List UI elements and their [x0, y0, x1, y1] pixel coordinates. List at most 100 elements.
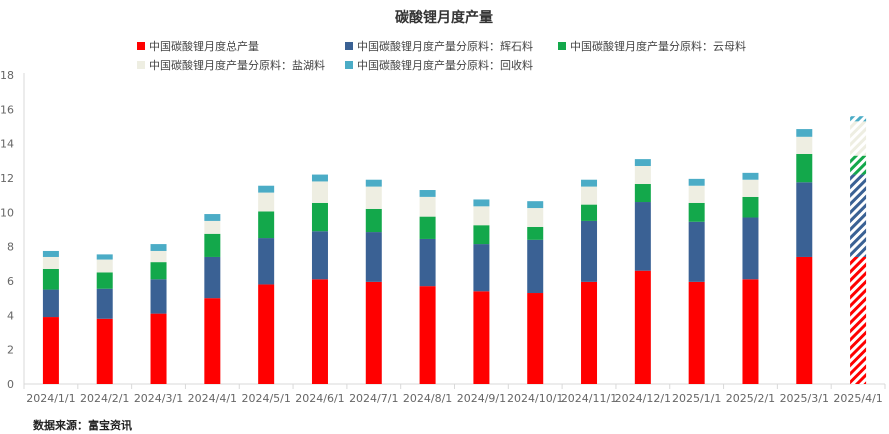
- bar-9-series-1: [527, 239, 544, 294]
- bar-1-series-4: [96, 254, 113, 260]
- bar-15-series-3: [850, 121, 867, 156]
- bar-11-series-3: [634, 165, 651, 185]
- legend-label-4: 中国碳酸锂月度产量分原料：回收料: [357, 58, 533, 72]
- y-tick-label-9: 18: [0, 69, 14, 82]
- x-tick-label-5: 2024/6/1: [295, 392, 344, 405]
- bar-3-series-4: [204, 214, 221, 221]
- legend-swatch-2: [558, 42, 566, 50]
- bar-5-series-4: [311, 174, 328, 182]
- x-tick-label-7: 2024/8/1: [403, 392, 452, 405]
- y-tick-label-2: 4: [7, 309, 14, 322]
- x-tick-label-9: 2024/10/1: [507, 392, 563, 405]
- bar-7-series-2: [419, 216, 436, 239]
- bar-3-series-3: [204, 220, 221, 234]
- bar-5-series-1: [311, 231, 328, 280]
- bar-4-series-2: [258, 211, 275, 239]
- bar-12-series-3: [688, 185, 705, 203]
- x-tick-label-4: 2024/5/1: [241, 392, 290, 405]
- x-axis: 2024/1/1 2024/2/1 2024/3/1 2024/4/1 2024/5/1…: [23, 384, 886, 405]
- chart-legend: 中国碳酸锂月度总产量 中国碳酸锂月度产量分原料：辉石料 中国碳酸锂月度产量分原料：云…: [137, 39, 746, 72]
- y-tick-label-0: 0: [7, 378, 14, 391]
- bar-8-series-2: [473, 225, 490, 245]
- bar-14-series-3: [796, 136, 813, 154]
- y-tick-label-3: 6: [7, 275, 14, 288]
- bar-4-series-4: [258, 185, 275, 193]
- bar-0-series-0: [42, 317, 59, 384]
- y-tick-label-7: 14: [0, 138, 14, 151]
- data-source: 数据来源：富宝资讯: [33, 418, 132, 432]
- bar-14-series-2: [796, 153, 813, 183]
- bar-7-series-1: [419, 238, 436, 287]
- bar-10-series-0: [581, 281, 598, 384]
- bar-1-series-1: [96, 288, 113, 319]
- bar-2-series-0: [150, 313, 167, 384]
- bar-4-series-3: [258, 192, 275, 212]
- bar-13-series-1: [742, 217, 759, 280]
- x-tick-label-6: 2024/7/1: [349, 392, 398, 405]
- bar-8-series-0: [473, 291, 490, 384]
- x-tick-label-10: 2024/11/1: [561, 392, 617, 405]
- bar-9-series-2: [527, 226, 544, 240]
- y-tick-label-8: 16: [0, 103, 14, 116]
- legend-swatch-4: [345, 61, 353, 69]
- x-tick-label-14: 2025/3/1: [780, 392, 829, 405]
- bar-10-series-4: [581, 179, 598, 187]
- legend-swatch-1: [345, 42, 353, 50]
- bar-2-series-4: [150, 244, 167, 251]
- bar-15-series-4: [850, 116, 867, 122]
- bar-15-series-1: [850, 174, 867, 257]
- bar-12-series-0: [688, 281, 705, 384]
- bar-1-series-0: [96, 318, 113, 384]
- x-tick-label-8: 2024/9/1: [457, 392, 506, 405]
- bar-12-series-4: [688, 178, 705, 186]
- bar-2-series-3: [150, 250, 167, 263]
- bar-4-series-1: [258, 238, 275, 285]
- bar-5-series-2: [311, 202, 328, 232]
- legend-label-3: 中国碳酸锂月度产量分原料：盐湖料: [149, 58, 325, 72]
- bar-1-series-3: [96, 259, 113, 273]
- x-tick-label-1: 2024/2/1: [80, 392, 129, 405]
- bar-10-series-2: [581, 204, 598, 221]
- bar-5-series-3: [311, 181, 328, 203]
- bar-0-series-4: [42, 250, 59, 257]
- x-tick-label-0: 2024/1/1: [26, 392, 75, 405]
- bar-15-series-0: [850, 256, 867, 384]
- bar-2-series-1: [150, 279, 167, 314]
- bar-6-series-4: [365, 179, 382, 187]
- bar-3-series-1: [204, 256, 221, 299]
- legend-label-2: 中国碳酸锂月度产量分原料：云母料: [570, 39, 746, 53]
- bar-7-series-0: [419, 286, 436, 384]
- bar-7-series-3: [419, 196, 436, 217]
- bar-8-series-1: [473, 244, 490, 292]
- bar-3-series-2: [204, 233, 221, 257]
- bar-13-series-0: [742, 279, 759, 384]
- bar-13-series-3: [742, 179, 759, 197]
- x-tick-label-13: 2025/2/1: [726, 392, 775, 405]
- bar-0-series-1: [42, 289, 59, 318]
- bar-10-series-3: [581, 186, 598, 205]
- bar-0-series-2: [42, 268, 59, 290]
- bar-9-series-0: [527, 293, 544, 384]
- bar-11-series-0: [634, 270, 651, 384]
- bars: [42, 116, 867, 384]
- bar-11-series-1: [634, 202, 651, 271]
- bar-6-series-0: [365, 281, 382, 384]
- bar-14-series-1: [796, 182, 813, 257]
- bar-6-series-2: [365, 208, 382, 233]
- bar-8-series-3: [473, 206, 490, 226]
- bar-12-series-2: [688, 202, 705, 222]
- bar-3-series-0: [204, 298, 221, 384]
- bar-5-series-0: [311, 279, 328, 384]
- bar-8-series-4: [473, 199, 490, 207]
- y-tick-label-4: 8: [7, 241, 14, 254]
- bar-13-series-4: [742, 172, 759, 180]
- legend-label-0: 中国碳酸锂月度总产量: [149, 39, 259, 53]
- x-tick-label-15: 2025/4/1: [833, 392, 882, 405]
- bar-12-series-1: [688, 221, 705, 282]
- bar-11-series-4: [634, 159, 651, 166]
- x-tick-label-12: 2025/1/1: [672, 392, 721, 405]
- bar-4-series-0: [258, 284, 275, 384]
- chart-title: 碳酸锂月度产量: [395, 9, 493, 26]
- bar-7-series-4: [419, 190, 436, 197]
- bar-1-series-2: [96, 272, 113, 289]
